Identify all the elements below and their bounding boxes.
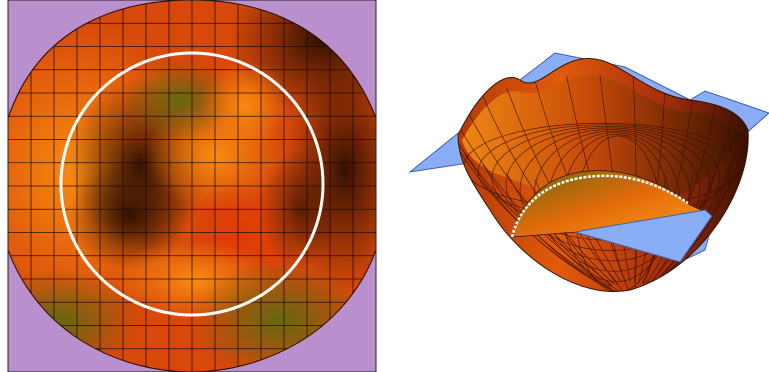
surface-contour (510, 174, 689, 238)
contour-circle (59, 51, 325, 317)
mesh-meridian (647, 106, 736, 286)
surface-plot (408, 52, 769, 292)
plane-front (574, 209, 713, 263)
bowl-inner (462, 75, 742, 206)
density-disk (8, 0, 376, 372)
plot-frame (7, 0, 377, 372)
mesh-meridian (645, 95, 718, 285)
mesh-ring (519, 129, 701, 251)
density-plot (7, 0, 377, 372)
